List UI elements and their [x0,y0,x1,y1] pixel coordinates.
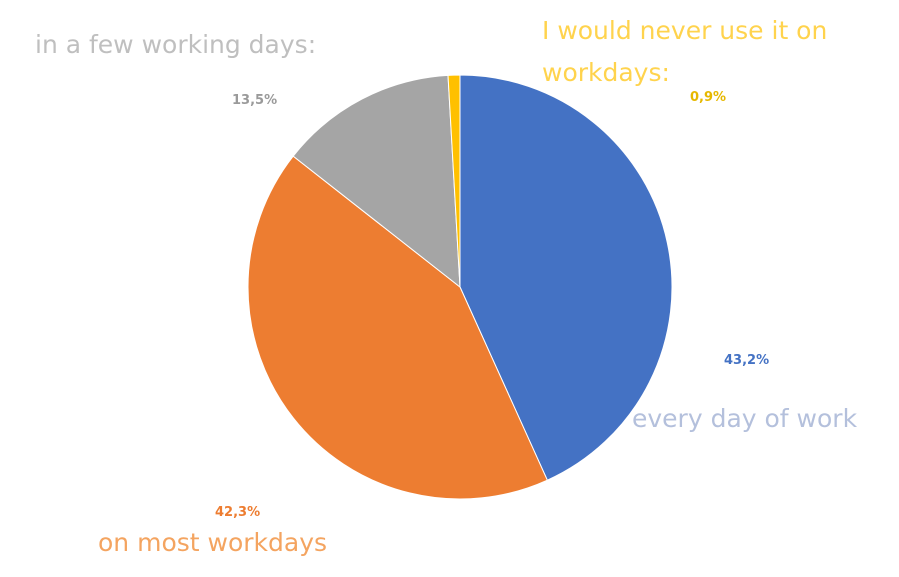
category-label: every day of work [632,404,858,433]
pie-slice [247,155,548,500]
value-label: 0,9% [690,90,727,105]
pie-slice [459,74,673,481]
pie-slice [447,74,461,288]
category-label: I would never use it on workdays: [542,16,828,87]
value-label: 13,5% [232,93,278,108]
category-label: on most workdays [98,528,328,557]
category-label: in a few working days: [35,30,317,59]
pie-slice [292,74,461,289]
value-label: 42,3% [215,505,261,520]
value-label: 43,2% [724,353,770,368]
